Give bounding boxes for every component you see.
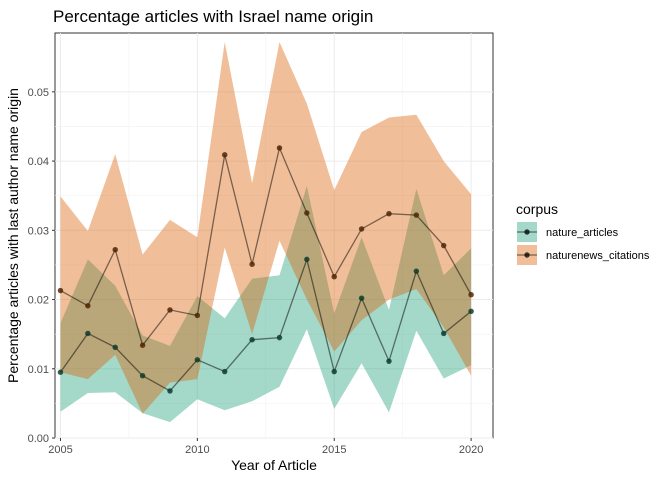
data-point-naturenews_citations <box>85 303 91 309</box>
data-point-nature_articles <box>249 336 255 343</box>
series-line-naturenews_citations <box>60 145 472 347</box>
series-line-nature_articles <box>59 257 472 392</box>
axis-ticks: 2005 2010 2015 2020 0.00 0.01 0.02 0.03 0.04 0.05 <box>28 87 484 456</box>
legend-item-nature_articles: nature_articles <box>517 222 619 242</box>
data-point-nature_articles <box>468 308 474 315</box>
data-point-nature_articles <box>276 334 283 341</box>
y-tick-label: 0.03 <box>28 225 49 237</box>
data-point-nature_articles <box>358 295 365 301</box>
data-point-nature_articles <box>222 368 228 375</box>
data-point-tint-nature_articles <box>386 358 392 364</box>
data-point-naturenews_citations <box>167 307 173 313</box>
x-tick-label: 2005 <box>48 444 72 456</box>
data-point-nature_articles <box>139 372 146 379</box>
data-point-tint-nature_articles <box>194 357 201 363</box>
chart-title: Percentage articles with Israel name ori… <box>53 7 373 26</box>
x-tick-label: 2020 <box>459 444 483 456</box>
legend-key-point <box>524 229 530 235</box>
data-point-tint-naturenews_citations <box>85 303 91 309</box>
legend-label: naturenews_citations <box>546 250 650 262</box>
legend-item-naturenews_citations: naturenews_citations <box>517 245 650 265</box>
plot-panel <box>54 32 494 439</box>
data-point-tint-nature_articles <box>276 334 283 341</box>
data-point-nature_articles <box>57 369 64 375</box>
y-axis-title: Percentage articles with last author nam… <box>5 88 21 383</box>
data-point-naturenews_citations <box>304 210 310 216</box>
data-point-nature_articles <box>413 268 420 274</box>
data-point-nature_articles <box>85 330 91 337</box>
data-point-tint-nature_articles <box>112 344 118 351</box>
data-point-nature_articles <box>386 358 392 364</box>
data-point-tint-nature_articles <box>249 336 255 343</box>
data-point-naturenews_citations <box>468 291 474 298</box>
data-point-tint-nature_articles <box>57 369 64 375</box>
data-point-naturenews_citations <box>249 261 255 267</box>
data-point-tint-nature_articles <box>468 308 474 315</box>
data-point-nature_articles <box>331 368 337 375</box>
confidence-band-nature_articles <box>60 186 472 423</box>
data-point-naturenews_citations <box>386 210 392 217</box>
x-tick-label: 2010 <box>185 444 209 456</box>
data-point-tint-naturenews_citations <box>468 291 474 298</box>
y-tick-label: 0.01 <box>28 364 49 376</box>
data-point-naturenews_citations <box>222 152 228 158</box>
data-point-nature_articles <box>194 357 201 363</box>
data-point-tint-nature_articles <box>304 256 310 263</box>
data-point-nature_articles <box>167 388 173 394</box>
data-point-tint-naturenews_citations <box>276 145 283 151</box>
data-point-tint-naturenews_citations <box>441 242 447 249</box>
data-point-tint-naturenews_citations <box>57 287 64 294</box>
data-point-nature_articles <box>112 344 118 351</box>
x-axis-title: Year of Article <box>231 457 317 473</box>
data-point-naturenews_citations <box>194 312 201 319</box>
data-point-tint-naturenews_citations <box>167 307 173 313</box>
data-point-tint-naturenews_citations <box>413 212 420 218</box>
data-point-tint-naturenews_citations <box>386 210 392 217</box>
data-point-tint-naturenews_citations <box>358 226 365 232</box>
legend-label: nature_articles <box>546 227 619 239</box>
data-point-tint-naturenews_citations <box>222 152 228 158</box>
data-point-tint-naturenews_citations <box>249 261 255 267</box>
grid-lines <box>55 33 493 439</box>
data-point-naturenews_citations <box>57 287 64 294</box>
confidence-bands <box>60 42 472 423</box>
data-point-naturenews_citations <box>112 246 118 253</box>
data-point-tint-naturenews_citations <box>331 273 337 280</box>
y-tick-label: 0.04 <box>28 156 49 168</box>
data-point-tint-naturenews_citations <box>139 342 146 348</box>
data-point-tint-nature_articles <box>441 330 447 337</box>
data-point-tint-nature_articles <box>413 268 420 274</box>
series-points <box>57 145 474 394</box>
data-point-naturenews_citations <box>276 145 283 151</box>
legend-key-point <box>524 252 530 258</box>
data-point-nature_articles <box>441 330 447 337</box>
data-point-tint-naturenews_citations <box>112 246 118 253</box>
data-point-tint-naturenews_citations <box>304 210 310 216</box>
data-point-tint-nature_articles <box>331 368 337 375</box>
y-tick-label: 0.05 <box>28 87 49 99</box>
data-point-naturenews_citations <box>331 273 337 280</box>
data-point-naturenews_citations <box>441 242 447 249</box>
y-tick-label: 0.00 <box>28 433 49 445</box>
data-point-tint-nature_articles <box>167 388 173 394</box>
legend-title: corpus <box>516 201 558 217</box>
data-point-nature_articles <box>304 256 310 263</box>
legend: corpus nature_articles naturenews_citatio… <box>516 201 650 265</box>
data-point-tint-nature_articles <box>358 295 365 301</box>
data-point-naturenews_citations <box>139 342 146 348</box>
series-lines <box>59 145 472 392</box>
data-point-naturenews_citations <box>358 226 365 232</box>
data-point-tint-naturenews_citations <box>194 312 201 319</box>
x-tick-label: 2015 <box>322 444 346 456</box>
y-tick-label: 0.02 <box>28 295 49 307</box>
data-point-tint-nature_articles <box>222 368 228 375</box>
data-point-tint-nature_articles <box>139 372 146 379</box>
data-point-naturenews_citations <box>413 212 420 218</box>
data-point-tint-nature_articles <box>85 330 91 337</box>
confidence-band-naturenews_citations <box>60 42 472 414</box>
